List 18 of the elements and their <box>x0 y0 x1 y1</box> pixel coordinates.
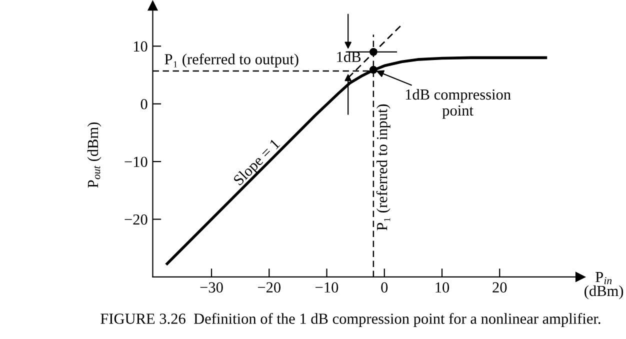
y-tick-label: −20 <box>124 214 148 225</box>
x-axis-title: P$_{in}$ (dBm) <box>584 272 624 300</box>
caption: FIGURE 3.26 Definition of the 1 dB compression point for a nonlinear amplifier. <box>100 312 600 327</box>
point <box>369 48 378 56</box>
annotation: 1dB compression point <box>406 88 511 119</box>
point <box>369 66 378 74</box>
y-axis-title: P$_{out}$ (dBm) <box>87 122 102 188</box>
y-tick-label: 0 <box>140 99 148 110</box>
ref-line-label: P₁ (referred to input) <box>376 104 390 230</box>
y-tick-label: −10 <box>124 156 148 168</box>
x-tick-label: −30 <box>200 282 223 293</box>
x-tick-label: 0 <box>381 282 388 293</box>
x-tick-label: −20 <box>258 282 281 293</box>
x-tick-label: −10 <box>316 282 338 293</box>
x-tick-label: 20 <box>492 282 507 293</box>
x-tick-label: 10 <box>436 282 450 293</box>
ref-line-label: P₁ (referred to output) <box>164 53 298 68</box>
y-tick-label: 10 <box>134 41 148 52</box>
